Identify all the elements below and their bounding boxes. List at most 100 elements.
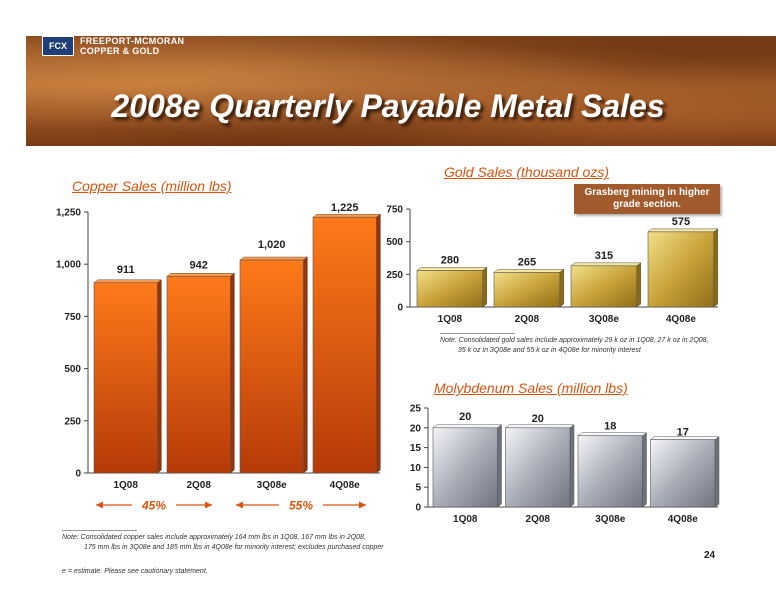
growth-arrow-head xyxy=(205,501,212,509)
gold-bar-side xyxy=(559,268,565,308)
moly-value-label: 20 xyxy=(532,413,544,425)
copper-y-tick-label: 1,250 xyxy=(56,208,81,219)
copper-value-label: 942 xyxy=(190,259,208,271)
logo-line-2: COPPER & GOLD xyxy=(80,46,160,56)
growth-label: 45% xyxy=(141,499,166,513)
moly-y-tick-label: 20 xyxy=(410,423,422,434)
copper-note-rule xyxy=(62,530,137,531)
moly-bar-top xyxy=(577,432,648,436)
moly-bar-side xyxy=(569,424,575,508)
gold-callout: Grasberg mining in higher grade section. xyxy=(574,184,720,214)
gold-bar xyxy=(493,272,561,308)
moly-y-tick-label: 25 xyxy=(410,404,422,415)
copper-bar-top xyxy=(239,256,309,261)
moly-bar xyxy=(577,435,643,508)
copper-bar xyxy=(312,216,377,474)
gold-category-label: 2Q08 xyxy=(515,314,540,325)
copper-bar-top xyxy=(93,279,163,284)
logo-line-1: FREEPORT-MCMORAN xyxy=(80,36,185,46)
copper-value-label: 911 xyxy=(117,264,135,276)
copper-category-label: 2Q08 xyxy=(186,480,211,491)
copper-category-label: 3Q08e xyxy=(257,480,287,491)
moly-y-tick-label: 15 xyxy=(410,443,422,454)
gold-value-label: 265 xyxy=(518,256,536,268)
moly-bar xyxy=(650,439,716,508)
moly-value-label: 20 xyxy=(459,411,471,423)
moly-bar-top xyxy=(504,424,575,429)
gold-bar-side xyxy=(713,228,719,308)
moly-value-label: 17 xyxy=(677,427,689,439)
gold-bar-top xyxy=(647,228,719,233)
copper-category-label: 1Q08 xyxy=(113,480,138,491)
copper-bar-side xyxy=(303,256,308,474)
copper-bar-top xyxy=(312,213,382,218)
company-logo: FCX FREEPORT-MCMORAN COPPER & GOLD xyxy=(42,36,184,56)
copper-bar-side xyxy=(376,213,381,474)
moly-y-tick-label: 0 xyxy=(415,503,421,514)
gold-chart-title: Gold Sales (thousand ozs) xyxy=(444,164,609,180)
copper-value-label: 1,020 xyxy=(258,239,286,251)
copper-note-line-2: 175 mm lbs in 3Q08e and 185 mm lbs in 4Q… xyxy=(84,544,384,551)
moly-category-label: 4Q08e xyxy=(668,514,698,525)
moly-y-tick-label: 5 xyxy=(415,483,421,494)
copper-y-tick-label: 0 xyxy=(75,469,81,480)
logo-text: FREEPORT-MCMORAN COPPER & GOLD xyxy=(80,36,184,56)
moly-bar xyxy=(432,427,498,508)
moly-y-tick-label: 10 xyxy=(410,463,422,474)
moly-category-label: 1Q08 xyxy=(453,514,478,525)
gold-category-label: 3Q08e xyxy=(589,314,619,325)
gold-value-label: 280 xyxy=(441,254,459,266)
gold-category-label: 4Q08e xyxy=(666,314,696,325)
growth-arrow-head xyxy=(96,501,103,509)
moly-category-label: 2Q08 xyxy=(526,514,551,525)
copper-bar xyxy=(93,282,158,474)
copper-category-label: 4Q08e xyxy=(330,480,360,491)
gold-bar xyxy=(647,231,715,308)
gold-bar-top xyxy=(493,269,565,273)
moly-chart-title: Molybdenum Sales (million lbs) xyxy=(434,380,628,396)
growth-arrow-head xyxy=(359,501,366,509)
moly-bar-side xyxy=(714,436,720,508)
copper-note-line-1: Note: Consolidated copper sales include … xyxy=(62,534,366,541)
copper-y-tick-label: 1,000 xyxy=(56,260,81,271)
moly-value-label: 18 xyxy=(604,421,616,433)
page-title: 2008e Quarterly Payable Metal Sales xyxy=(111,88,665,124)
copper-bar-side xyxy=(230,272,235,474)
gold-value-label: 575 xyxy=(672,216,690,228)
gold-y-tick-label: 500 xyxy=(386,237,403,248)
header-banner xyxy=(26,36,776,146)
copper-bar xyxy=(239,259,304,474)
moly-category-label: 3Q08e xyxy=(595,514,625,525)
estimate-note: e = estimate. Please see cautionary stat… xyxy=(62,568,208,575)
gold-bar-top xyxy=(570,262,642,267)
page-number: 24 xyxy=(704,550,716,561)
gold-bar-top xyxy=(416,267,488,271)
gold-bar-side xyxy=(482,266,488,308)
gold-y-tick-label: 250 xyxy=(386,270,403,281)
copper-y-tick-label: 250 xyxy=(64,416,81,427)
gold-note-line-2: 35 k oz in 3Q08e and 55 k oz in 4Q08e fo… xyxy=(458,347,641,354)
copper-chart-title: Copper Sales (million lbs) xyxy=(72,178,232,194)
gold-bar-side xyxy=(636,262,642,308)
gold-y-tick-label: 0 xyxy=(397,303,403,314)
copper-bar xyxy=(166,276,231,474)
copper-note: Note: Consolidated copper sales include … xyxy=(62,533,384,553)
gold-note-rule xyxy=(440,333,515,334)
gold-bar xyxy=(570,265,638,308)
copper-y-tick-label: 750 xyxy=(64,312,81,323)
moly-bar-side xyxy=(642,432,647,508)
gold-note: Note: Consolidated gold sales include ap… xyxy=(440,336,709,356)
logo-mark: FCX xyxy=(42,36,74,56)
copper-y-tick-label: 500 xyxy=(64,364,81,375)
copper-bar-side xyxy=(157,279,162,474)
gold-value-label: 315 xyxy=(595,250,613,262)
copper-bar-top xyxy=(166,273,236,277)
moly-bar-side xyxy=(497,424,502,508)
gold-note-line-1: Note: Consolidated gold sales include ap… xyxy=(440,337,709,344)
gold-y-tick-label: 750 xyxy=(386,205,403,216)
copper-value-label: 1,225 xyxy=(331,202,359,214)
moly-bar-top xyxy=(432,424,503,429)
growth-arrow-head xyxy=(236,501,243,509)
gold-bar xyxy=(416,270,484,308)
